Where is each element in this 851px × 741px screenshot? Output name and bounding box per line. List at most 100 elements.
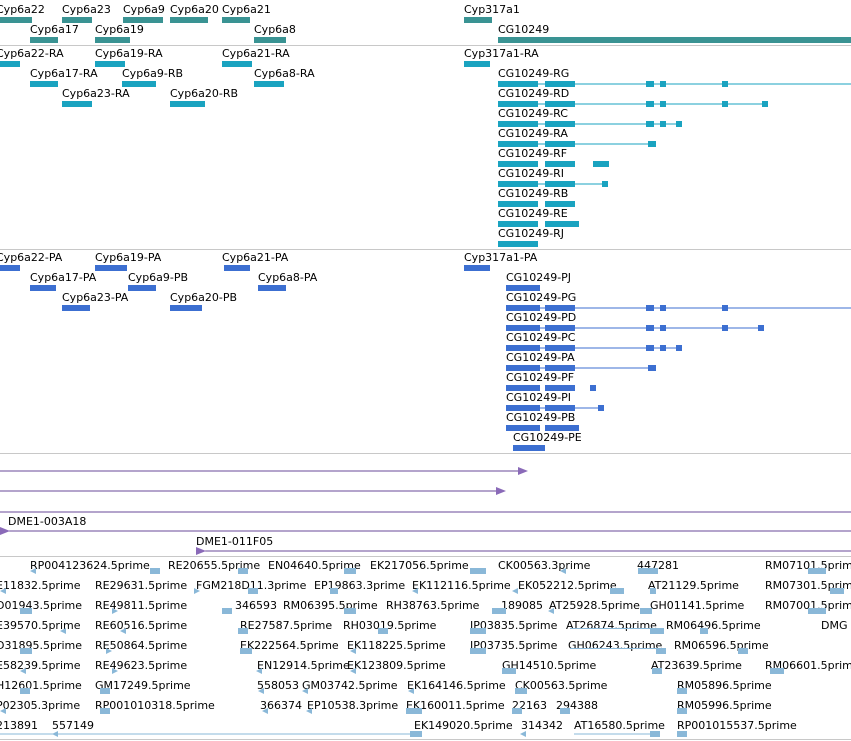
transcript-row-glyphs[interactable] [0, 200, 851, 210]
est-label: GH14510.5prime [502, 659, 597, 672]
est-label: EK164146.5prime [407, 679, 506, 692]
est-label: EK112116.5prime [412, 579, 511, 592]
protein-label: Cyp6a9-PB [128, 271, 189, 284]
gene-label: Cyp6a20 [170, 3, 219, 16]
transcript-row-glyphs[interactable] [0, 220, 851, 230]
gene-glyph[interactable] [0, 17, 32, 23]
est-label: IP03735.5prime [470, 639, 558, 652]
gene-glyph[interactable] [464, 17, 492, 23]
protein-label: CG10249-PI [506, 391, 572, 404]
protein-row-glyphs[interactable] [0, 344, 851, 354]
est-label: RE50864.5prime [95, 639, 188, 652]
gene-glyph[interactable] [62, 17, 92, 23]
track-separator [0, 249, 851, 250]
track-separator [0, 45, 851, 46]
gene-glyph[interactable] [254, 37, 286, 43]
transcript-row-glyphs[interactable] [0, 160, 851, 170]
est-label: RH38763.5prime [386, 599, 480, 612]
transcript-label: Cyp6a21-RA [222, 47, 290, 60]
transcript-row-glyphs[interactable] [0, 60, 851, 70]
protein-label: CG10249-PE [513, 431, 582, 444]
est-label: GH01141.5prime [650, 599, 745, 612]
gene-label: Cyp6a23 [62, 3, 111, 16]
clone-glyphs[interactable] [0, 464, 851, 556]
protein-row-glyphs[interactable] [0, 404, 851, 414]
protein-label: CG10249-PG [506, 291, 577, 304]
transcript-label: Cyp6a22-RA [0, 47, 64, 60]
transcript-row-glyphs[interactable] [0, 140, 851, 150]
protein-label: Cyp6a21-PA [222, 251, 289, 264]
gene-label: Cyp6a22 [0, 3, 45, 16]
protein-row-glyphs[interactable] [0, 324, 851, 334]
transcript-row-glyphs[interactable] [0, 80, 851, 90]
est-label: RE60516.5prime [95, 619, 188, 632]
protein-label: Cyp6a22-PA [0, 251, 63, 264]
est-label: EN12914.5prime [257, 659, 350, 672]
protein-label: Cyp6a23-PA [62, 291, 129, 304]
protein-row-glyphs[interactable] [0, 284, 851, 294]
clone-label: DME1-003A18 [8, 515, 87, 528]
transcript-label: CG10249-RF [498, 147, 568, 160]
est-label: RP001010318.5prime [95, 699, 215, 712]
transcript-row-glyphs[interactable] [0, 180, 851, 190]
transcript-label: Cyp6a9-RB [122, 67, 184, 80]
gene-label: Cyp6a9 [123, 3, 165, 16]
est-label: EK123809.5prime [347, 659, 446, 672]
est-label: 557149 [52, 719, 94, 732]
est-label: RH03019.5prime [343, 619, 437, 632]
est-label: EK160011.5prime [406, 699, 505, 712]
est-label: 558053 [257, 679, 299, 692]
est-label: CK00563.3prime [498, 559, 591, 572]
gene-glyph[interactable] [123, 17, 163, 23]
est-label: 314342 [521, 719, 563, 732]
transcript-row-glyphs[interactable] [0, 100, 851, 110]
est-label: 366374 [260, 699, 302, 712]
gene-glyph[interactable] [498, 37, 851, 43]
protein-label: Cyp6a20-PB [170, 291, 238, 304]
est-label: RP004123624.5prime [30, 559, 150, 572]
transcript-row-glyphs[interactable] [0, 240, 851, 250]
est-label: RE20655.5prime [168, 559, 261, 572]
est-label: EK222564.5prime [240, 639, 339, 652]
est-label: AT21129.5prime [648, 579, 739, 592]
gene-glyph[interactable] [222, 17, 250, 23]
est-label: IP03835.5prime [470, 619, 558, 632]
protein-label: Cyp6a8-PA [258, 271, 318, 284]
est-label: RE27587.5prime [240, 619, 333, 632]
protein-label: CG10249-PJ [506, 271, 572, 284]
transcript-row-glyphs[interactable] [0, 120, 851, 130]
est-glyphs[interactable] [0, 566, 851, 740]
protein-label: CG10249-PF [506, 371, 575, 384]
est-label: CK00563.5prime [515, 679, 608, 692]
transcript-label: CG10249-RC [498, 107, 568, 120]
est-label: RM07301.5prime [765, 579, 851, 592]
gene-glyph[interactable] [95, 37, 130, 43]
est-label: RE49811.5prime [95, 599, 188, 612]
transcript-label: Cyp6a8-RA [254, 67, 315, 80]
est-label: GM03742.5prime [302, 679, 398, 692]
est-label: DMG [821, 619, 848, 632]
gene-glyph[interactable] [30, 37, 58, 43]
transcript-label: Cyp317a1-RA [464, 47, 539, 60]
est-label: 346593 [235, 599, 277, 612]
est-label: AT16580.5prime [574, 719, 665, 732]
protein-row-glyphs[interactable] [0, 424, 851, 434]
transcript-label: Cyp6a17-RA [30, 67, 98, 80]
protein-row-glyphs[interactable] [0, 304, 851, 314]
gene-glyph[interactable] [170, 17, 208, 23]
est-label: 189085 [501, 599, 543, 612]
est-label: RM07001.5prime [765, 599, 851, 612]
protein-row-glyphs[interactable] [0, 364, 851, 374]
protein-row-glyphs[interactable] [0, 384, 851, 394]
protein-label: CG10249-PA [506, 351, 575, 364]
protein-row-glyphs[interactable] [0, 264, 851, 274]
est-label: EN04640.5prime [268, 559, 361, 572]
est-label: RM07101.5prime [765, 559, 851, 572]
protein-row-glyphs[interactable] [0, 444, 851, 454]
est-label: E58239.5prime [0, 659, 81, 672]
protein-label: Cyp6a19-PA [95, 251, 162, 264]
est-label: E39570.5prime [0, 619, 81, 632]
clone-label: DME1-011F05 [196, 535, 274, 548]
transcript-label: Cyp6a20-RB [170, 87, 239, 100]
